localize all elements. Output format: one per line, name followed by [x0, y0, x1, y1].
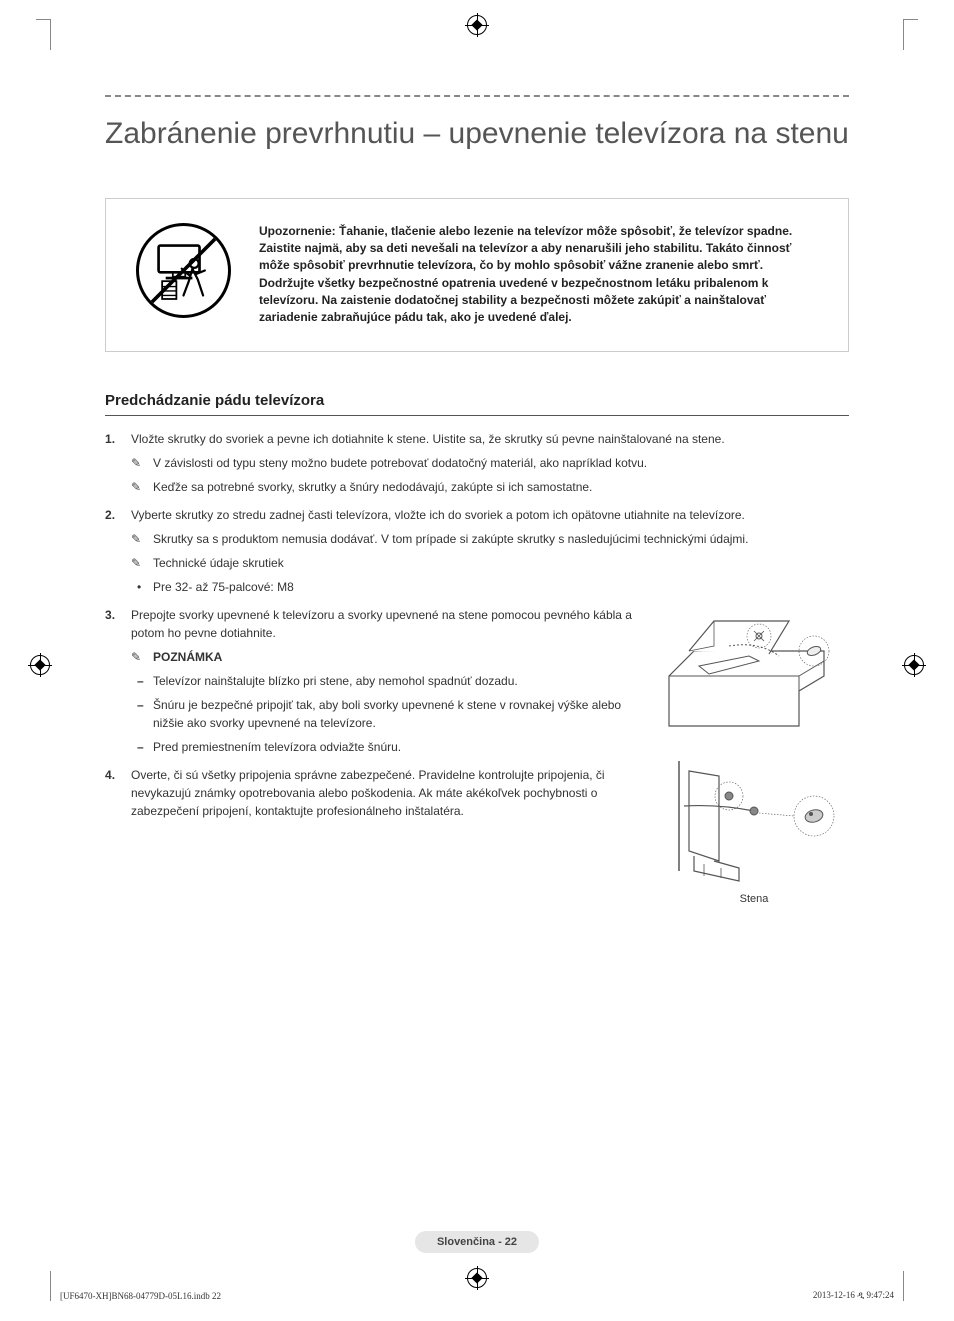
- note: Skrutky sa s produktom nemusia dodávať. …: [131, 530, 849, 548]
- heading-divider: [105, 95, 849, 97]
- section-heading: Predchádzanie pádu televízora: [105, 392, 849, 416]
- page-number-badge: Slovenčina - 22: [415, 1231, 539, 1253]
- figure-tv-wall: Stena: [659, 756, 849, 886]
- step-3: Prepojte svorky upevnené k televízoru a …: [105, 606, 641, 756]
- crop-mark: [50, 1271, 51, 1301]
- step-1: Vložte skrutky do svoriek a pevne ich do…: [105, 430, 849, 496]
- crop-mark: [903, 1271, 904, 1301]
- step-text: Vložte skrutky do svoriek a pevne ich do…: [131, 432, 725, 446]
- step-4: Overte, či sú všetky pripojenia správne …: [105, 766, 641, 820]
- note: V závislosti od typu steny možno budete …: [131, 454, 849, 472]
- steps-list: Vložte skrutky do svoriek a pevne ich do…: [105, 430, 849, 596]
- step-text: Vyberte skrutky zo stredu zadnej časti t…: [131, 508, 745, 522]
- page-title: Zabránenie prevrhnutiu – upevnenie telev…: [105, 115, 849, 153]
- document-timestamp: 2013-12-16 ዲ 9:47:24: [813, 1290, 894, 1301]
- step-text: Prepojte svorky upevnené k televízoru a …: [131, 608, 632, 640]
- bullet: Pre 32- až 75-palcové: M8: [131, 578, 849, 596]
- figure-tv-cabinet: [659, 606, 849, 736]
- dash-note: Pred premiestnením televízora odviažte š…: [131, 738, 641, 756]
- note-label: POZNÁMKA: [131, 648, 641, 666]
- dash-note: Šnúru je bezpečné pripojiť tak, aby boli…: [131, 696, 641, 732]
- document-reference: [UF6470-XH]BN68-04779D-05L16.indb 22: [60, 1291, 221, 1301]
- note: Technické údaje skrutiek: [131, 554, 849, 572]
- registration-mark-right: [904, 655, 924, 675]
- figure-caption: Stena: [659, 893, 849, 905]
- crop-mark: [50, 20, 80, 50]
- figures-column: Stena: [659, 606, 849, 906]
- warning-box: Upozornenie: Ťahanie, tlačenie alebo lez…: [105, 198, 849, 352]
- dash-note: Televízor nainštalujte blízko pri stene,…: [131, 672, 641, 690]
- step-2: Vyberte skrutky zo stredu zadnej časti t…: [105, 506, 849, 596]
- step-text: Overte, či sú všetky pripojenia správne …: [131, 768, 605, 818]
- registration-mark-bottom: [467, 1268, 487, 1288]
- warning-text: Upozornenie: Ťahanie, tlačenie alebo lez…: [259, 223, 818, 327]
- content-with-figures: Prepojte svorky upevnené k televízoru a …: [105, 606, 849, 906]
- registration-mark-top: [467, 15, 487, 35]
- registration-mark-left: [30, 655, 50, 675]
- note: Keďže sa potrebné svorky, skrutky a šnúr…: [131, 478, 849, 496]
- no-climb-icon: [136, 223, 231, 318]
- crop-mark: [874, 20, 904, 50]
- page-content: Zabránenie prevrhnutiu – upevnenie telev…: [105, 95, 849, 906]
